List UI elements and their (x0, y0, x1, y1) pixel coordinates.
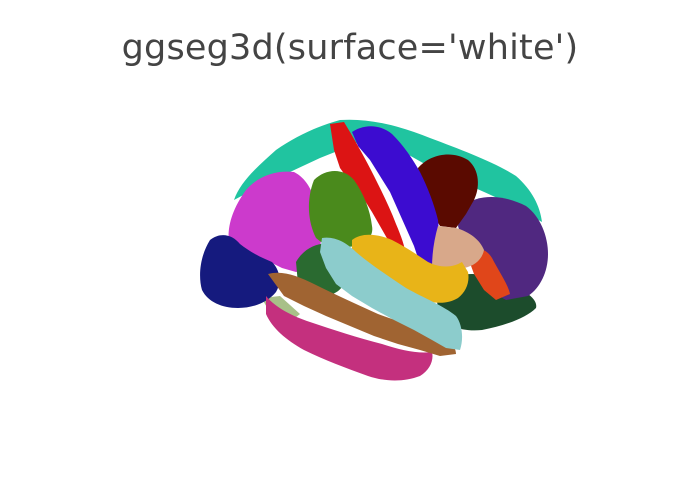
region-transverse-temporal (432, 226, 484, 271)
region-postcentral (330, 122, 406, 258)
region-middle-temporal (268, 272, 456, 356)
region-rostral-middle-frontal (228, 171, 321, 272)
region-caudal-middle-frontal (308, 171, 373, 248)
region-lateral-occipital (200, 235, 280, 308)
region-superior-frontal (234, 119, 542, 222)
region-superior-temporal (320, 237, 463, 350)
region-precentral (352, 126, 439, 266)
plot-title: ggseg3d(surface='white') (121, 28, 579, 68)
region-inferior-temporal (266, 296, 433, 381)
region-insula (352, 234, 469, 303)
